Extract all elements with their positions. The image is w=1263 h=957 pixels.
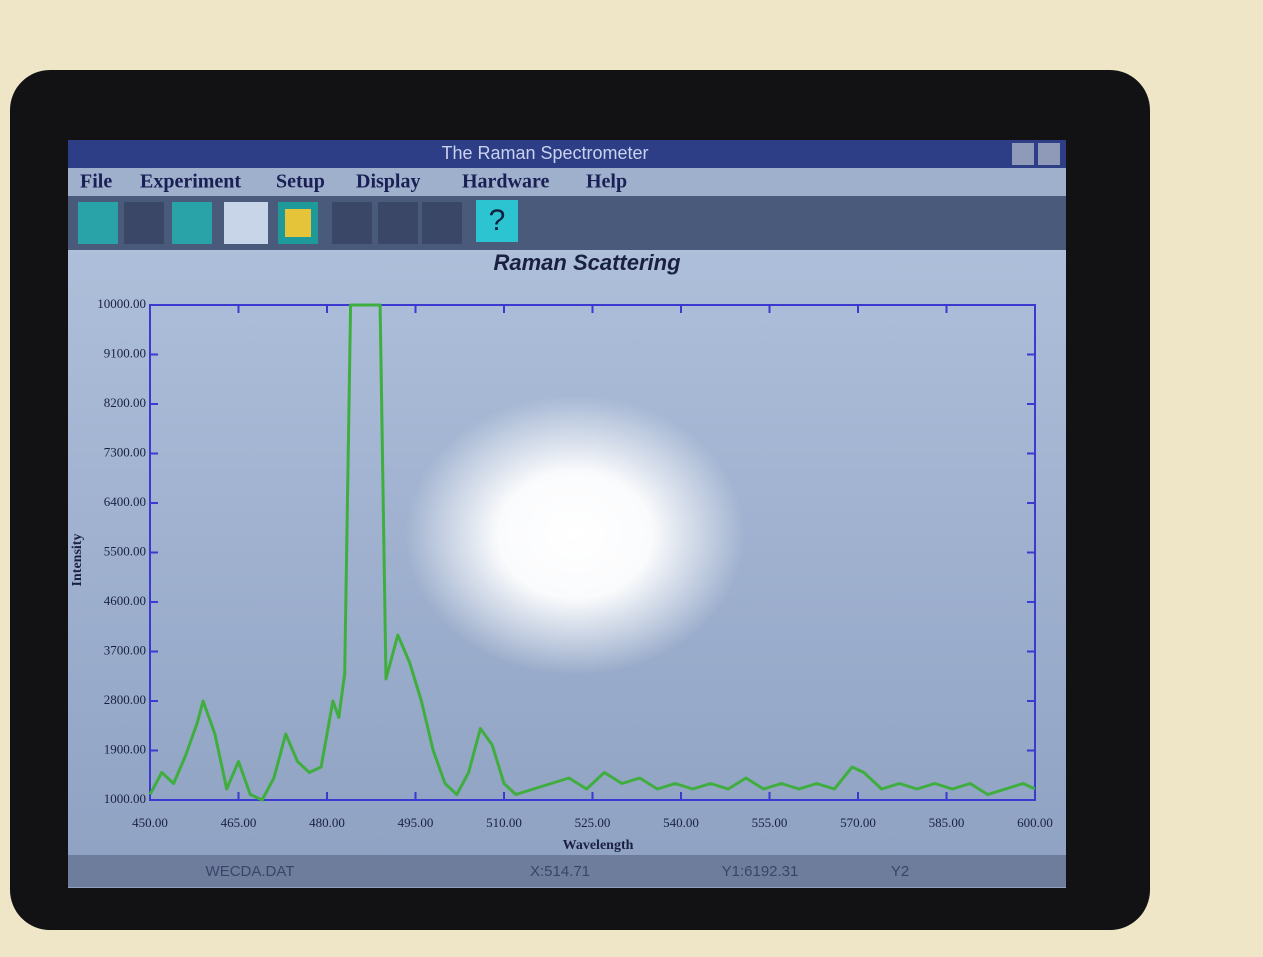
menu-item[interactable]: Help bbox=[586, 171, 627, 193]
status-bar-fields: WECDA.DAT X:514.71 Y1:6192.31 Y2 bbox=[206, 863, 910, 880]
x-axis-label: Wavelength bbox=[563, 838, 634, 853]
status-field: Y1:6192.31 bbox=[722, 863, 799, 880]
y-tick-label: 2800.00 bbox=[104, 692, 146, 707]
x-tick-label: 585.00 bbox=[929, 815, 965, 830]
minimize-button[interactable] bbox=[1012, 143, 1034, 165]
x-tick-label: 600.00 bbox=[1017, 815, 1053, 830]
x-tick-label: 540.00 bbox=[663, 815, 699, 830]
y-axis-label: Intensity bbox=[70, 534, 85, 587]
chart: Raman Scattering Wavelength Intensity 1000.… bbox=[70, 250, 1053, 853]
help-button[interactable] bbox=[476, 200, 518, 242]
toolbar-button[interactable] bbox=[172, 202, 212, 244]
x-tick-label: 510.00 bbox=[486, 815, 522, 830]
menu-item[interactable]: Display bbox=[356, 171, 420, 193]
title-bar bbox=[68, 140, 1066, 168]
toolbar-button[interactable] bbox=[378, 202, 418, 244]
status-bar bbox=[68, 855, 1066, 887]
y-tick-label: 1000.00 bbox=[104, 791, 146, 806]
y-tick-label: 6400.00 bbox=[104, 494, 146, 509]
x-tick-label: 570.00 bbox=[840, 815, 876, 830]
y-tick-label: 10000.00 bbox=[97, 296, 146, 311]
toolbar bbox=[68, 196, 1066, 250]
spectrum-line bbox=[148, 303, 1036, 802]
y-tick-label: 1900.00 bbox=[104, 741, 146, 756]
x-tick-label: 555.00 bbox=[752, 815, 788, 830]
menu-item[interactable]: File bbox=[80, 171, 112, 193]
toolbar-button[interactable] bbox=[124, 202, 164, 244]
menu: File Experiment Setup Display Hardware Help bbox=[80, 171, 627, 193]
toolbar-button[interactable] bbox=[224, 202, 268, 244]
x-tick-label: 450.00 bbox=[132, 815, 168, 830]
y-tick-label: 4600.00 bbox=[104, 593, 146, 608]
window-title: The Raman Spectrometer bbox=[441, 143, 648, 163]
toolbar-button[interactable] bbox=[332, 202, 372, 244]
y-tick-label: 9100.00 bbox=[104, 345, 146, 360]
x-tick-label: 525.00 bbox=[575, 815, 611, 830]
status-field: Y2 bbox=[891, 863, 909, 880]
screen-glare bbox=[405, 395, 745, 675]
toolbar-button[interactable] bbox=[422, 202, 462, 244]
menu-item[interactable]: Hardware bbox=[462, 171, 550, 193]
menu-item[interactable]: Setup bbox=[276, 171, 325, 193]
toolbar-button[interactable] bbox=[78, 202, 118, 244]
y-tick-label: 3700.00 bbox=[104, 642, 146, 657]
x-tick-label: 495.00 bbox=[398, 815, 434, 830]
x-tick-label: 465.00 bbox=[221, 815, 257, 830]
status-field: X:514.71 bbox=[530, 863, 590, 880]
menu-item[interactable]: Experiment bbox=[140, 171, 241, 193]
help-icon: ? bbox=[489, 204, 506, 237]
y-tick-label: 5500.00 bbox=[104, 543, 146, 558]
y-tick-label: 8200.00 bbox=[104, 395, 146, 410]
toolbar-icon bbox=[285, 209, 311, 237]
status-field: WECDA.DAT bbox=[206, 863, 295, 880]
y-tick-label: 7300.00 bbox=[104, 444, 146, 459]
maximize-button[interactable] bbox=[1038, 143, 1060, 165]
x-tick-label: 480.00 bbox=[309, 815, 345, 830]
chart-title: Raman Scattering bbox=[493, 250, 681, 275]
menu-bar bbox=[68, 168, 1066, 196]
